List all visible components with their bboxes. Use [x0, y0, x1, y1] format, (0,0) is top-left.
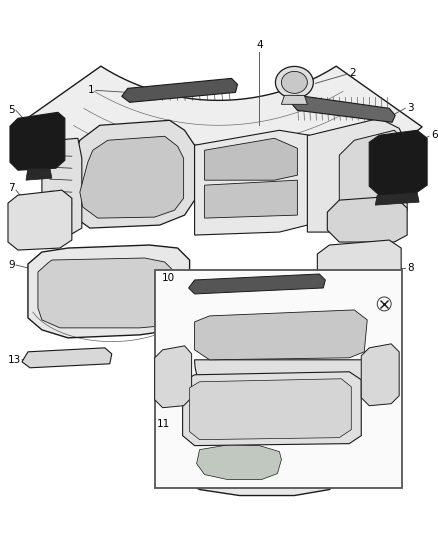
Polygon shape: [183, 372, 361, 446]
Polygon shape: [10, 112, 65, 170]
Polygon shape: [190, 379, 351, 440]
Polygon shape: [318, 240, 401, 298]
Text: 11: 11: [156, 419, 170, 429]
Polygon shape: [197, 445, 281, 480]
Polygon shape: [175, 416, 347, 496]
Polygon shape: [68, 120, 194, 228]
Text: 2: 2: [349, 68, 356, 78]
Polygon shape: [339, 130, 407, 212]
Text: 10: 10: [162, 273, 175, 283]
Text: 6: 6: [431, 130, 438, 140]
Polygon shape: [205, 180, 297, 218]
Polygon shape: [307, 118, 407, 232]
Polygon shape: [194, 310, 367, 360]
Polygon shape: [327, 196, 407, 242]
Polygon shape: [201, 427, 324, 442]
Text: 7: 7: [8, 183, 14, 193]
Text: 8: 8: [407, 263, 414, 273]
Text: 4: 4: [256, 41, 263, 51]
FancyBboxPatch shape: [155, 270, 402, 488]
Polygon shape: [194, 360, 374, 427]
Polygon shape: [361, 344, 399, 406]
Polygon shape: [194, 130, 318, 235]
Polygon shape: [205, 138, 297, 180]
Polygon shape: [28, 245, 190, 338]
Text: 3: 3: [407, 103, 414, 114]
Polygon shape: [8, 190, 72, 250]
Text: 9: 9: [8, 260, 14, 270]
Polygon shape: [80, 136, 184, 218]
Polygon shape: [189, 274, 325, 294]
Polygon shape: [15, 66, 422, 200]
Polygon shape: [190, 426, 333, 486]
Polygon shape: [122, 78, 237, 102]
Ellipse shape: [276, 67, 313, 99]
Polygon shape: [291, 95, 395, 122]
Text: 1: 1: [88, 85, 95, 95]
Polygon shape: [375, 192, 419, 205]
Polygon shape: [42, 138, 82, 235]
Polygon shape: [155, 346, 191, 408]
Ellipse shape: [281, 71, 307, 93]
Text: 5: 5: [8, 106, 14, 115]
Polygon shape: [26, 168, 52, 180]
Polygon shape: [369, 130, 427, 195]
Polygon shape: [22, 348, 112, 368]
Text: 13: 13: [8, 355, 21, 365]
Polygon shape: [281, 95, 307, 104]
Polygon shape: [38, 258, 175, 328]
